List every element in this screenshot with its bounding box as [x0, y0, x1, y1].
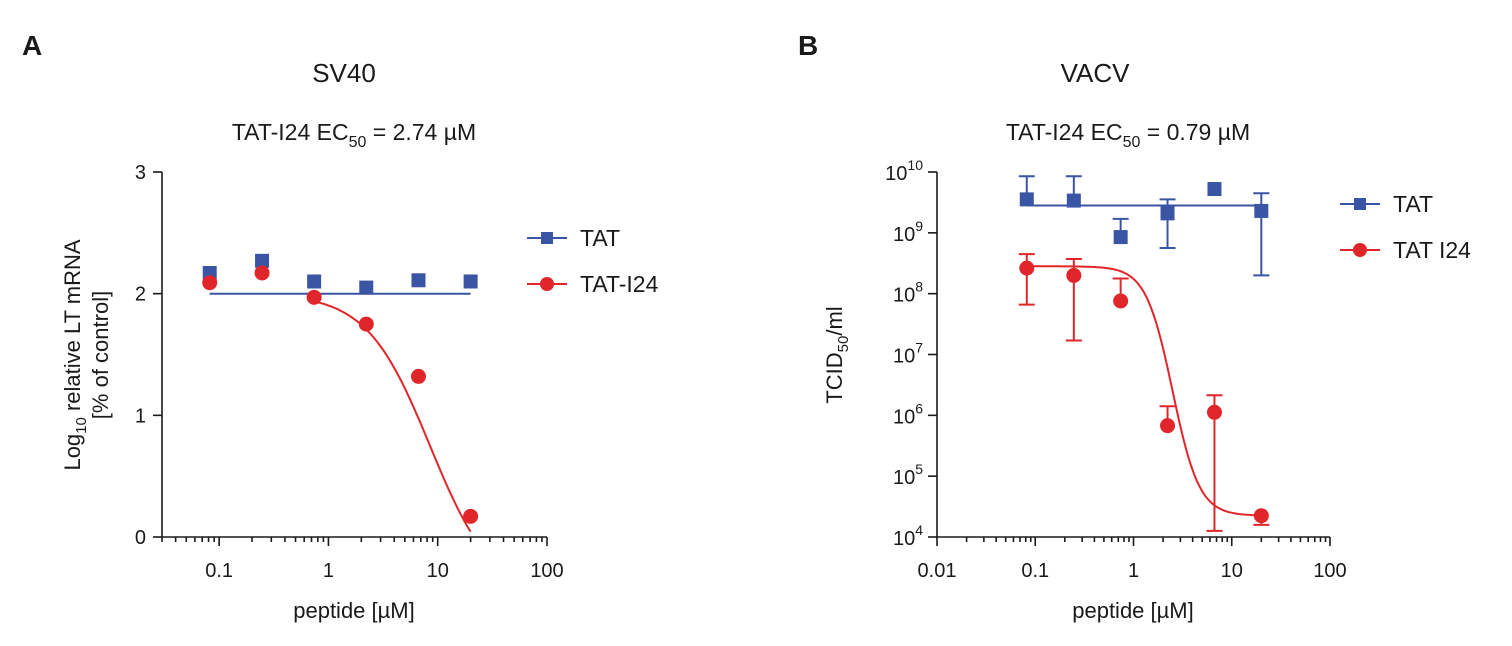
data-point-circle — [1019, 260, 1035, 276]
panel-b-ticks: 0.01 0.1 1 10 100 104 105 106 107 108 109 1010 — [885, 157, 1347, 582]
data-point-square — [359, 280, 374, 295]
data-point-square — [255, 253, 270, 268]
data-point-square — [1066, 193, 1081, 208]
panel-a-title: SV40 — [312, 58, 376, 88]
data-point-circle — [1066, 267, 1082, 283]
data-point-circle — [463, 508, 479, 524]
legend-label-tat-i24: TAT-I24 — [580, 271, 659, 297]
y-tick-label: 3 — [135, 162, 146, 184]
panel-a-x-label: peptide [µM] — [293, 598, 415, 623]
panel-b: B VACV TAT-I24 EC50 = 0.79 µM 0.01 0.1 1 10… — [798, 30, 1471, 623]
legend-marker-tat-i24 — [1353, 243, 1367, 257]
panel-a-letter: A — [22, 30, 42, 61]
panel-a-y-label-line1: Log10 relative LT mRNA — [60, 239, 90, 470]
data-point-square — [1254, 203, 1269, 218]
y-tick-label: 104 — [893, 522, 923, 550]
legend-label-tat: TAT — [1393, 191, 1433, 217]
data-point-square — [1019, 192, 1034, 207]
data-point-circle — [1113, 293, 1129, 309]
data-point-square — [411, 273, 426, 288]
data-point-square — [463, 274, 478, 289]
legend-marker-tat-i24 — [540, 277, 554, 291]
data-point-square — [307, 274, 322, 289]
x-tick-label: 0.1 — [1021, 560, 1049, 582]
y-tick-label: 2 — [135, 284, 146, 306]
data-point-circle — [1206, 404, 1222, 420]
data-point-square — [1113, 230, 1128, 245]
legend-label-tat-i24: TAT I24 — [1393, 237, 1471, 263]
x-tick-label: 1 — [323, 560, 334, 582]
panel-b-subtitle: TAT-I24 EC50 = 0.79 µM — [1006, 119, 1250, 151]
x-tick-label: 10 — [1221, 560, 1243, 582]
legend-label-tat: TAT — [580, 225, 620, 251]
y-tick-label: 108 — [893, 279, 923, 307]
data-point-circle — [202, 275, 218, 291]
panel-b-y-label: TCID50/ml — [822, 306, 852, 403]
data-point-circle — [1253, 508, 1269, 524]
y-tick-label: 1 — [135, 405, 146, 427]
x-tick-label: 1 — [1128, 560, 1139, 582]
x-tick-label: 100 — [530, 560, 563, 582]
data-point-circle — [1160, 418, 1176, 434]
y-tick-label: 109 — [893, 218, 923, 246]
y-tick-label: 0 — [135, 527, 146, 549]
panel-b-x-label: peptide [µM] — [1072, 598, 1194, 623]
x-tick-label: 10 — [427, 560, 449, 582]
panel-a-ticks: 0.1 1 10 100 0 1 2 3 — [135, 162, 564, 582]
y-tick-label: 1010 — [885, 157, 923, 185]
panel-b-letter: B — [798, 30, 818, 61]
data-point-circle — [410, 368, 426, 384]
panel-a-data — [202, 253, 479, 533]
x-tick-label: 0.1 — [205, 560, 233, 582]
panel-a: A SV40 TAT-I24 EC50 = 2.74 µM 0.1 1 10 1000… — [22, 30, 659, 623]
y-tick-label: 106 — [893, 400, 923, 428]
legend-marker-tat — [1354, 198, 1366, 210]
x-tick-label: 0.01 — [918, 560, 957, 582]
panel-a-legend: TAT TAT-I24 — [527, 225, 659, 297]
fit-curve-1 — [313, 300, 472, 533]
panel-b-title: VACV — [1061, 58, 1131, 88]
data-point-circle — [358, 316, 374, 332]
legend-marker-tat — [541, 232, 553, 244]
panel-a-subtitle: TAT-I24 EC50 = 2.74 µM — [232, 119, 476, 151]
y-tick-label: 105 — [893, 461, 923, 489]
y-tick-label: 107 — [893, 340, 923, 368]
fit-curve-1 — [1026, 265, 1262, 517]
panel-a-y-label-line2: [% of control] — [88, 291, 113, 419]
data-point-circle — [254, 265, 270, 281]
panel-b-data — [1018, 175, 1270, 532]
data-point-square — [1207, 182, 1222, 197]
data-point-square — [1160, 206, 1175, 221]
x-tick-label: 100 — [1313, 560, 1346, 582]
panel-b-legend: TAT TAT I24 — [1340, 191, 1471, 263]
data-point-circle — [306, 289, 322, 305]
